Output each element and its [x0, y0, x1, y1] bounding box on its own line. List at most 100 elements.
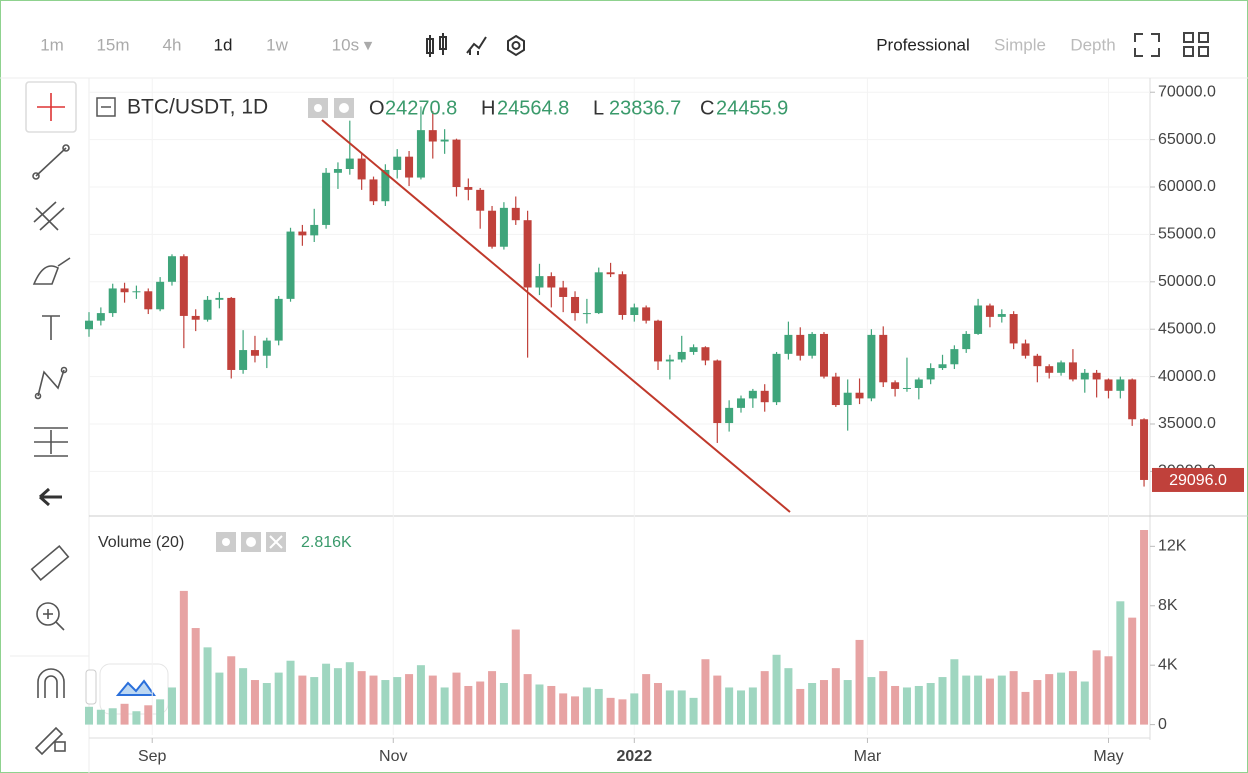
volume-bar: [938, 677, 947, 725]
price-pane: [85, 106, 1149, 487]
candle-body: [1068, 362, 1077, 380]
x-tick-label: Mar: [854, 748, 882, 765]
chart-style-icons[interactable]: [426, 33, 525, 57]
candle-body: [1080, 372, 1089, 380]
volume-bar: [594, 688, 603, 725]
candle-body: [274, 298, 283, 341]
candle-body: [689, 347, 698, 352]
volume-tick-label: 8K: [1158, 597, 1178, 614]
layout-icons[interactable]: [1134, 32, 1209, 57]
candle-body: [843, 392, 852, 406]
volume-bar: [796, 688, 805, 725]
candle-body: [879, 334, 888, 383]
drawing-tools[interactable]: [25, 81, 77, 756]
y-tick-label: 55000.0: [1158, 226, 1216, 243]
candle-body: [393, 156, 402, 170]
y-tick-label: 70000.0: [1158, 83, 1216, 100]
view-button[interactable]: Simple: [994, 35, 1046, 54]
y-tick-label: 50000.0: [1158, 273, 1216, 290]
interval-button[interactable]: 1d: [214, 35, 233, 54]
candle-body: [713, 360, 722, 424]
candle-body: [938, 364, 947, 369]
candle-body: [725, 407, 734, 424]
volume-tick-label: 12K: [1158, 538, 1187, 555]
volume-bar: [1092, 650, 1101, 725]
interval-button[interactable]: 15m: [96, 35, 129, 54]
volume-bar: [1116, 601, 1125, 725]
candle-body: [618, 274, 627, 315]
volume-bar: [819, 680, 828, 725]
last-price-badge: [1152, 467, 1244, 492]
candle-body: [452, 139, 461, 188]
volume-tick-label: 4K: [1158, 656, 1178, 673]
volume-bar: [416, 665, 425, 725]
ohlc-value: 23836.7: [609, 97, 681, 119]
volume-bar: [642, 674, 651, 725]
candle-body: [985, 305, 994, 317]
candle-body: [85, 320, 93, 330]
interval-button[interactable]: 4h: [163, 35, 182, 54]
y-tick-label: 40000.0: [1158, 368, 1216, 385]
volume-bar: [333, 668, 342, 725]
candle-body: [345, 158, 354, 170]
candle-body: [642, 307, 651, 321]
x-tick-label: May: [1093, 748, 1123, 765]
candle-body: [523, 220, 532, 288]
view-button[interactable]: Professional: [876, 35, 970, 54]
volume-bar: [132, 711, 141, 725]
interval-button[interactable]: 10s ▾: [332, 35, 373, 54]
volume-bar: [713, 675, 722, 725]
volume-bar: [464, 685, 473, 725]
grid: [89, 78, 1150, 735]
volume-bar: [381, 680, 390, 725]
candle-body: [630, 307, 639, 315]
volume-bar: [120, 703, 129, 725]
volume-bar: [760, 671, 769, 725]
volume-bar: [665, 690, 674, 725]
volume-pane: [85, 530, 1149, 725]
candle-body: [179, 256, 188, 316]
volume-bar: [843, 680, 852, 725]
candle-body: [950, 349, 959, 365]
candle-body: [298, 231, 307, 236]
volume-bar: [1045, 674, 1054, 725]
volume-bar: [310, 677, 319, 725]
volume-bar: [476, 681, 485, 725]
y-tick-label: 35000.0: [1158, 415, 1216, 432]
view-button[interactable]: Depth: [1070, 35, 1115, 54]
candle-body: [831, 376, 840, 406]
candle-body: [1128, 379, 1137, 420]
volume-bar: [428, 675, 437, 725]
volume-bar: [499, 683, 508, 725]
candle-body: [559, 287, 568, 297]
volume-bar: [511, 629, 520, 725]
candle-body: [1033, 355, 1042, 367]
candle-body: [96, 313, 105, 321]
volume-bar: [867, 677, 876, 725]
volume-bar: [606, 697, 615, 725]
candle-body: [428, 130, 437, 142]
volume-bar: [974, 675, 983, 725]
ohlc-key: O: [369, 97, 385, 119]
candle-body: [926, 368, 935, 380]
volume-bar: [831, 668, 840, 725]
interval-button[interactable]: 1m: [40, 35, 64, 54]
header-icons[interactable]: [96, 97, 354, 552]
volume-bar: [701, 659, 710, 725]
candle-body: [654, 320, 663, 362]
volume-bar: [630, 693, 639, 725]
interval-button[interactable]: 1w: [266, 35, 288, 54]
volume-current: 2.816K: [301, 534, 352, 551]
candle-body: [760, 390, 769, 403]
candle-body: [167, 256, 176, 282]
candle-body: [405, 156, 414, 178]
volume-bar: [1057, 672, 1066, 725]
volume-bar: [784, 668, 793, 725]
trend-line-drawing[interactable]: [321, 119, 791, 513]
ohlc-key: L: [593, 97, 604, 119]
volume-bar: [488, 671, 497, 725]
candle-body: [156, 281, 165, 310]
candle-body: [571, 296, 580, 314]
candle-body: [902, 387, 911, 389]
